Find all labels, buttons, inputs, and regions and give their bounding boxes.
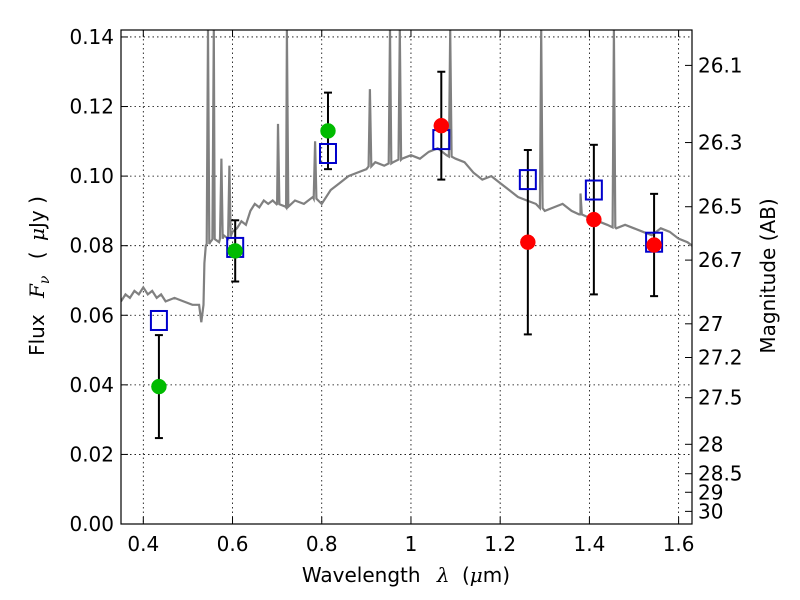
y2-tick-label: 26.7 (698, 248, 743, 272)
y-tick-label: 0.08 (69, 234, 114, 258)
x-tick-label: 1.2 (484, 532, 516, 556)
x-tick-label: 0.4 (127, 532, 159, 556)
y-axis-label-unit-open: ( (25, 251, 49, 259)
x-tick-label: 0.6 (217, 532, 249, 556)
y2-tick-label: 29 (698, 480, 723, 504)
observed_ir-point (646, 237, 662, 253)
y2-tick-label: 28.5 (698, 462, 743, 486)
x-axis-label-unit-open: ( (462, 563, 470, 587)
y-axis-label-unit-mu: μ (25, 228, 49, 241)
y-tick-label: 0.06 (69, 303, 114, 327)
x-axis-label-unit-close: m) (483, 563, 510, 587)
model-point (518, 169, 537, 191)
observed_optical-point (227, 243, 243, 259)
observed_optical-point (151, 378, 167, 395)
y-axis-label-symbol: F (25, 283, 49, 299)
model-point (318, 143, 337, 164)
y-tick-label: 0.02 (69, 442, 114, 466)
y-axis-label: Flux Fν ( μJy ) (25, 196, 54, 356)
y2-tick-label: 27.5 (698, 386, 743, 410)
x-axis-label-unit-mu: μ (470, 563, 483, 587)
x-tick-label: 1.6 (663, 532, 695, 556)
spectrum-line (121, 30, 692, 323)
x-axis-label-symbol: λ (436, 563, 450, 587)
y2-tick-label: 30 (698, 499, 723, 523)
y2-tick-label: 27 (698, 312, 723, 336)
y-axis-label-sub: ν (37, 275, 53, 284)
y2-tick-label: 26.1 (698, 53, 743, 77)
x-axis-label: Wavelength λ (μm) (302, 563, 510, 587)
y-tick-label: 0.12 (69, 95, 114, 119)
x-tick-label: 0.8 (306, 532, 338, 556)
y2-tick-label: 27.2 (698, 345, 743, 369)
y-axis-label-unit-close: Jy ) (25, 196, 49, 230)
x-tick-label: 1 (405, 532, 418, 556)
data-markers (149, 117, 664, 395)
y2-tick-label: 26.5 (698, 195, 743, 219)
y2-tick-label: 26.3 (698, 131, 743, 155)
y-tick-label: 0.14 (69, 25, 114, 49)
x-tick-label: 1.4 (573, 532, 605, 556)
y-tick-label: 0.10 (69, 164, 114, 188)
x-axis-label-text: Wavelength (302, 563, 421, 587)
y-axis-label-text: Flux (25, 314, 49, 356)
model-spectrum (121, 30, 692, 323)
observed_ir-point (520, 234, 536, 250)
axis-ticks: 0.4 0.6 0.8 1 1.2 1.4 1.6 0.00 0.02 0.04 0.06 0.08 0… (69, 25, 742, 556)
observed_optical-point (320, 123, 336, 139)
model-point (149, 309, 168, 331)
y-tick-label: 0.04 (69, 373, 114, 397)
y-tick-label: 0.00 (69, 512, 114, 536)
observed_ir-point (586, 211, 602, 228)
y2-axis-label: Magnitude (AB) (756, 198, 780, 353)
observed_ir-point (433, 117, 450, 134)
model-point (584, 179, 603, 201)
plot-frame (120, 29, 693, 525)
y2-tick-label: 28 (698, 432, 723, 456)
